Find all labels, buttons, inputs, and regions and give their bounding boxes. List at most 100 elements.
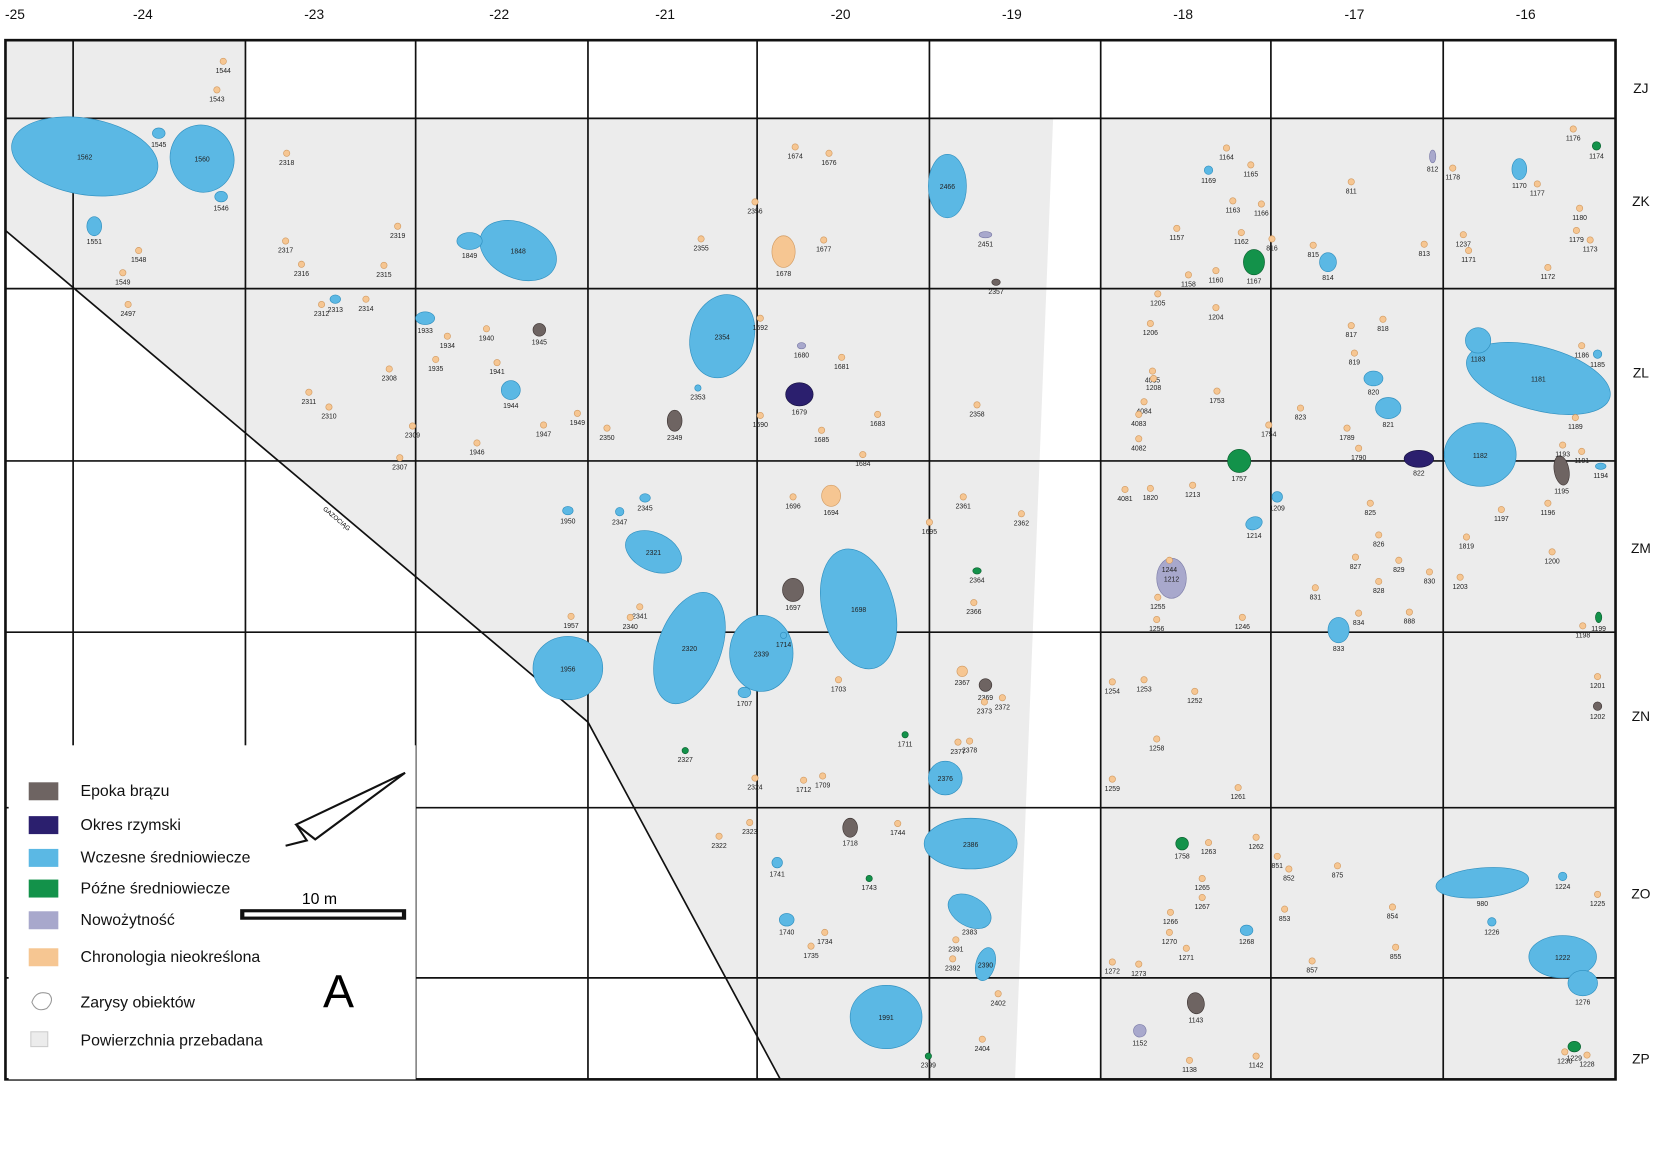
feature [1212, 267, 1220, 275]
feature-label: 1179 [1569, 237, 1584, 244]
feature [970, 599, 978, 607]
feature-label: 1170 [1512, 183, 1527, 190]
feature [86, 216, 102, 237]
feature-label: 1680 [794, 352, 809, 359]
feature-label: 2327 [678, 757, 693, 764]
feature [1239, 924, 1254, 936]
feature [1511, 158, 1528, 181]
feature-label: 1754 [1261, 432, 1276, 439]
feature [681, 747, 689, 755]
feature-label: 1934 [440, 343, 455, 350]
feature [1425, 568, 1433, 576]
feature-label: 1679 [792, 409, 807, 416]
surface-icon [30, 1031, 49, 1048]
feature-label: 2372 [995, 704, 1010, 711]
feature [694, 384, 702, 392]
feature [1561, 1048, 1569, 1056]
feature-label: 829 [1393, 567, 1405, 574]
feature-label: 1681 [834, 364, 849, 371]
feature-label: 2364 [969, 578, 984, 585]
feature-label: 1712 [796, 787, 811, 794]
feature [1443, 422, 1517, 487]
feature [666, 409, 683, 432]
feature-label: 1758 [1174, 853, 1189, 860]
feature [1252, 833, 1260, 841]
feature [408, 422, 416, 430]
feature [1154, 290, 1162, 298]
feature [980, 698, 988, 706]
feature [124, 300, 132, 308]
row-label: ZK [1632, 194, 1650, 209]
feature-label: 2350 [599, 435, 614, 442]
feature-label: 1164 [1219, 155, 1234, 162]
feature [396, 454, 404, 462]
feature-label: 1949 [570, 420, 585, 427]
feature-label: 875 [1332, 872, 1344, 879]
feature [1578, 447, 1586, 455]
feature-label: 1549 [115, 279, 130, 286]
feature [1319, 252, 1337, 273]
feature [821, 928, 829, 936]
feature [1175, 836, 1189, 851]
feature [1173, 224, 1181, 232]
feature-label: 2310 [321, 414, 336, 421]
feature [1497, 506, 1505, 514]
feature-label: 1262 [1248, 844, 1263, 851]
feature [639, 493, 651, 503]
feature [782, 577, 804, 602]
feature [1227, 448, 1252, 473]
feature-label: 820 [1368, 389, 1380, 396]
feature-label: 1956 [560, 666, 575, 673]
feature-label: 1266 [1163, 919, 1178, 926]
feature-label: 2340 [623, 624, 638, 631]
feature-label: 1259 [1105, 786, 1120, 793]
feature [1403, 450, 1435, 468]
feature [1154, 593, 1162, 601]
feature [1459, 231, 1467, 239]
feature-label: 1692 [753, 325, 768, 332]
feature [1184, 271, 1192, 279]
legend-label: Powierzchnia przebadana [81, 1033, 264, 1050]
feature [1285, 865, 1293, 873]
feature [297, 260, 305, 268]
feature [865, 875, 873, 882]
legend-label: Wczesne średniowiecze [81, 850, 251, 867]
feature [636, 603, 644, 611]
feature [1576, 204, 1584, 212]
feature [947, 893, 992, 929]
legend-label: Okres rzymski [81, 817, 181, 834]
legend: Epoka brązu Okres rzymski Wczesne średniow… [28, 782, 260, 967]
feature [318, 300, 326, 308]
feature [282, 237, 290, 245]
column-label: -18 [1173, 7, 1193, 22]
feature-label: 1205 [1150, 301, 1165, 308]
column-label: -21 [655, 7, 675, 22]
feature [956, 665, 968, 677]
feature [362, 295, 370, 303]
feature [432, 355, 440, 363]
column-label: -23 [304, 7, 324, 22]
feature-label: 1171 [1461, 257, 1476, 264]
feature [998, 694, 1006, 702]
feature-label: 1848 [511, 249, 526, 256]
sheet-label: A [323, 965, 354, 1017]
feature [689, 294, 756, 379]
feature [1456, 573, 1464, 581]
grid-border [4, 38, 1617, 1081]
feature [1465, 247, 1473, 255]
feature [756, 411, 764, 419]
feature [1186, 1056, 1193, 1064]
column-label: -17 [1344, 7, 1364, 22]
feature [978, 1035, 986, 1043]
feature-label: 2341 [632, 613, 647, 620]
feature-label: 2313 [328, 307, 343, 314]
feature [329, 294, 341, 304]
feature [973, 401, 981, 409]
feature [1153, 616, 1161, 623]
feature [1350, 349, 1358, 357]
feature-label: 1734 [817, 939, 832, 946]
feature [1252, 1052, 1260, 1060]
feature-label: 1180 [1572, 215, 1587, 222]
feature-label: 1551 [87, 239, 102, 246]
feature [1567, 1040, 1581, 1053]
